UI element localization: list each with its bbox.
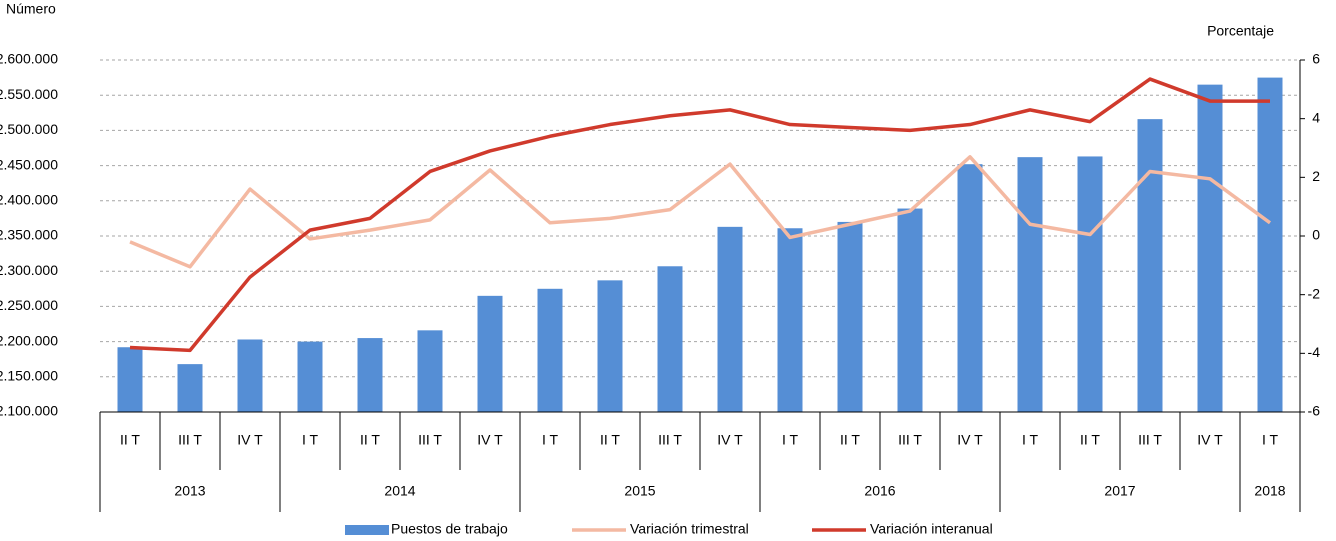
x-tick-label: IV T (1197, 432, 1223, 448)
y-tick-label: 2.100.000 (0, 403, 58, 419)
y2-axis-title: Porcentaje (1207, 23, 1274, 39)
bar (237, 339, 263, 412)
y-tick-label: 2.200.000 (0, 332, 58, 348)
y-tick-label: 2.350.000 (0, 227, 58, 243)
x-tick-label: II T (600, 432, 620, 448)
x-tick-label: II T (840, 432, 860, 448)
bar (1197, 84, 1223, 412)
x-tick-label: III T (658, 432, 682, 448)
x-tick-label: IV T (957, 432, 983, 448)
bar (1137, 119, 1163, 413)
legend-swatch (345, 525, 389, 535)
y2-tick-label: -6 (1308, 403, 1321, 419)
y2-tick-label: -2 (1308, 285, 1321, 301)
x-tick-label: III T (1138, 432, 1162, 448)
bar (117, 347, 143, 412)
y-tick-label: 2.500.000 (0, 121, 58, 137)
x-tick-label: I T (542, 432, 559, 448)
y-tick-label: 2.300.000 (0, 262, 58, 278)
y-tick-label: 2.600.000 (0, 51, 58, 67)
bar (477, 295, 503, 412)
x-tick-label: IV T (477, 432, 503, 448)
bar (1077, 156, 1103, 412)
bar (717, 226, 743, 412)
bar (597, 280, 623, 412)
x-tick-label: I T (302, 432, 319, 448)
x-tick-label: I T (782, 432, 799, 448)
y2-tick-label: 4 (1312, 109, 1320, 125)
year-label: 2018 (1254, 483, 1285, 499)
bar (537, 288, 563, 412)
x-tick-label: IV T (717, 432, 743, 448)
bar (957, 164, 983, 412)
year-label: 2013 (174, 483, 205, 499)
bar (297, 341, 323, 412)
bar (177, 364, 203, 412)
year-label: 2014 (384, 483, 415, 499)
x-tick-label: I T (1262, 432, 1279, 448)
y2-tick-label: 0 (1312, 227, 1320, 243)
legend-label: Variación interanual (870, 521, 993, 537)
y-tick-label: 2.450.000 (0, 156, 58, 172)
y2-tick-label: 2 (1312, 168, 1320, 184)
bar (1257, 77, 1283, 412)
x-tick-label: III T (418, 432, 442, 448)
year-label: 2015 (624, 483, 655, 499)
bar (837, 221, 863, 412)
x-tick-label: III T (178, 432, 202, 448)
x-tick-label: II T (360, 432, 380, 448)
y-axis-title: Número (6, 1, 56, 17)
y-tick-label: 2.400.000 (0, 192, 58, 208)
x-tick-label: I T (1022, 432, 1039, 448)
bar (777, 228, 803, 412)
bar (657, 266, 683, 412)
line (129, 155, 1272, 269)
y-tick-label: 2.150.000 (0, 368, 58, 384)
y-tick-label: 2.550.000 (0, 86, 58, 102)
bar (417, 330, 443, 412)
legend-label: Variación trimestral (630, 521, 749, 537)
year-label: 2016 (864, 483, 895, 499)
x-tick-label: IV T (237, 432, 263, 448)
line (129, 77, 1270, 353)
y2-tick-label: 6 (1312, 51, 1320, 67)
x-tick-label: III T (898, 432, 922, 448)
legend-label: Puestos de trabajo (391, 521, 508, 537)
bar (357, 338, 383, 412)
year-label: 2017 (1104, 483, 1135, 499)
bar (1017, 157, 1043, 412)
bar (897, 208, 923, 412)
y-tick-label: 2.250.000 (0, 297, 58, 313)
y2-tick-label: -4 (1308, 344, 1321, 360)
x-tick-label: II T (120, 432, 140, 448)
x-tick-label: II T (1080, 432, 1100, 448)
